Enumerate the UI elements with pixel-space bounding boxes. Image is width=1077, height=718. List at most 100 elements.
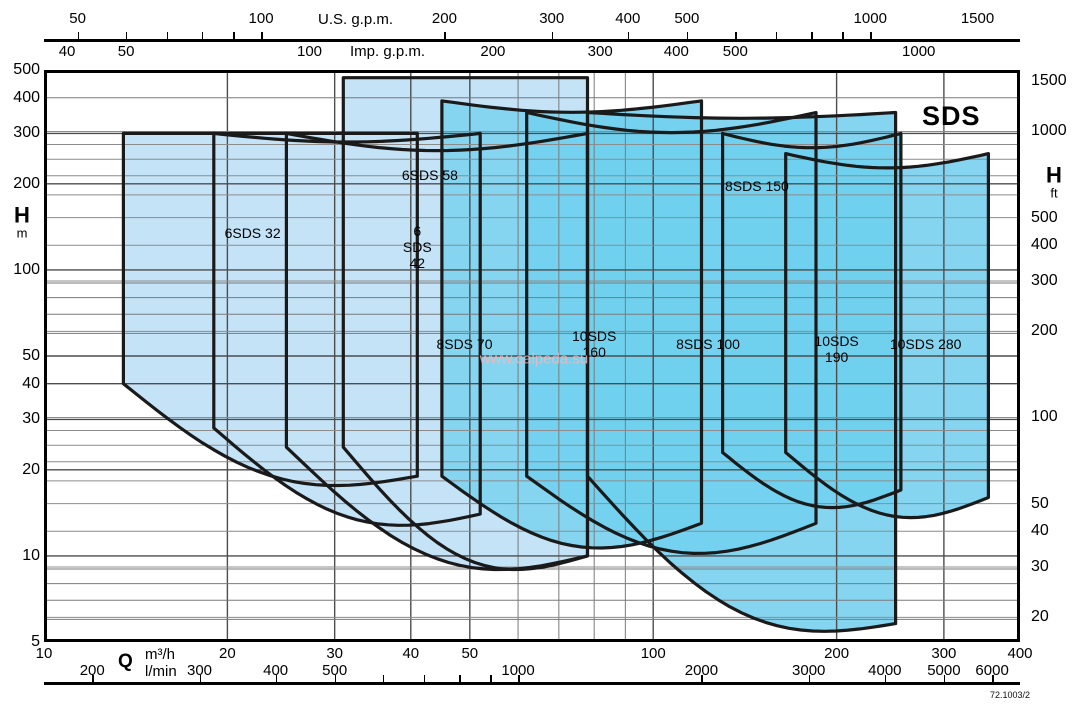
axis-tick-label: 300 <box>539 10 565 27</box>
bottom-axis-line <box>44 682 1020 685</box>
region-label-8SDS-70: 6SDS 58 <box>402 167 458 183</box>
region-label-10SDS-190: 10SDS 190 <box>814 333 858 365</box>
axis-tick-label: 1500 <box>960 10 995 27</box>
axis-tick-label: 10 <box>22 546 40 564</box>
axis-tick-label: 400 <box>263 662 289 679</box>
region-label-line: 8SDS 100 <box>676 336 740 353</box>
axis-tick-label: 400 <box>13 88 40 106</box>
axis-tick-label: 200 <box>1031 322 1058 340</box>
region-label-8SDS-150: 8SDS 100 <box>676 336 740 352</box>
axis-tick-label: 1000 <box>853 10 887 27</box>
axis-tick-label: 500 <box>1031 208 1058 226</box>
axis-tick <box>992 675 994 682</box>
axis-tick-label: 20 <box>1031 608 1049 626</box>
axis-tick <box>551 32 554 39</box>
region-label-line: 6SDS 32 <box>224 224 281 241</box>
axis-tick <box>261 32 263 39</box>
axis-tick-label: 40 <box>58 43 76 60</box>
axis-tick <box>627 32 630 39</box>
axis-tick <box>77 32 80 39</box>
left-axis-unit: H m <box>4 204 40 241</box>
curve-10SDS-280 <box>784 152 990 520</box>
axis-tick <box>811 32 813 39</box>
axis-tick-label: 500 <box>13 61 40 78</box>
top-axis-imp-gpm-label: Imp. g.p.m. <box>350 43 426 60</box>
chart-title: SDS <box>922 101 981 131</box>
top-axis-line <box>44 39 1020 42</box>
axis-tick-label: 2000 <box>684 662 719 679</box>
envelope-outlines <box>121 76 990 633</box>
document-code: 72.1003/2 <box>990 690 1031 700</box>
axis-tick-label: 500 <box>322 662 348 679</box>
region-label-line: 10SDS <box>814 332 859 349</box>
axis-tick <box>92 675 94 682</box>
bottom-axis-q-symbol: Q <box>118 651 133 672</box>
axis-tick <box>125 32 128 39</box>
axis-tick-label: 5000 <box>927 662 961 679</box>
right-axis-symbol: H <box>1046 162 1062 188</box>
axis-tick <box>518 675 520 682</box>
region-label-line: 10SDS 280 <box>889 336 962 353</box>
axis-tick <box>166 32 169 39</box>
axis-tick-label: 30 <box>326 645 343 662</box>
axis-tick-label: 500 <box>722 43 748 60</box>
axis-tick <box>943 675 946 682</box>
region-label-line: 8SDS 70 <box>436 336 493 353</box>
region-label-line: 42 <box>409 255 426 272</box>
axis-tick-label: 50 <box>22 347 40 364</box>
axis-tick <box>444 32 446 39</box>
axis-tick-label: 300 <box>931 645 957 662</box>
axis-tick-label: 40 <box>402 645 420 662</box>
axis-tick-label: 100 <box>248 10 274 27</box>
axis-tick-label: 40 <box>22 374 40 392</box>
bottom-axis-lmin-label: l/min <box>145 663 177 680</box>
axis-tick-label: 5 <box>31 633 40 650</box>
region-label-6SDS-32: 6SDS 32 <box>225 225 281 241</box>
axis-tick-label: 100 <box>1031 408 1058 426</box>
axis-tick <box>870 32 872 39</box>
region-label-line: 6 <box>413 223 422 240</box>
left-axis-symbol: H <box>14 202 30 228</box>
axis-tick-label: 1000 <box>501 662 535 679</box>
axis-tick-label: 40 <box>1031 522 1049 540</box>
axis-tick-label: 100 <box>13 260 40 278</box>
axis-tick <box>842 32 844 39</box>
curve-6SDS-42 <box>212 131 482 527</box>
plot-area <box>44 70 1020 642</box>
axis-tick-label: 50 <box>461 645 479 662</box>
region-label-line: SDS <box>402 239 432 256</box>
axis-tick-label: 1000 <box>902 43 936 60</box>
region-label-line: 190 <box>824 348 849 365</box>
axis-tick-label: 30 <box>1031 558 1049 576</box>
axis-tick <box>735 32 737 39</box>
axis-tick <box>459 675 461 682</box>
axis-tick-label: 200 <box>480 43 506 60</box>
axis-tick-label: 4000 <box>868 662 902 679</box>
right-axis-unit-label: ft <box>1050 185 1058 201</box>
axis-tick-label: 400 <box>1031 236 1058 254</box>
axis-tick <box>884 675 887 682</box>
axis-tick <box>233 32 235 39</box>
axis-tick-label: 300 <box>186 662 213 679</box>
axis-tick-label: 300 <box>587 43 613 60</box>
curve-10SDS-190 <box>721 131 903 510</box>
bottom-axis-m3h-label: m³/h <box>145 646 175 663</box>
region-label-line: 6SDS 58 <box>401 166 458 183</box>
axis-tick-label: 100 <box>640 645 666 662</box>
axis-tick <box>490 675 492 682</box>
axis-tick <box>275 675 278 682</box>
region-label-10SDS-160: 8SDS 150 <box>725 178 789 194</box>
watermark: www.calpeda.su <box>479 350 589 368</box>
curve-8SDS-70 <box>341 76 590 572</box>
left-axis-unit-label: m <box>16 225 28 241</box>
right-axis-unit: H ft <box>1034 164 1074 201</box>
axis-tick <box>382 675 385 682</box>
axis-tick-label: 400 <box>1007 645 1033 662</box>
axis-tick <box>199 675 201 682</box>
axis-tick <box>775 32 778 39</box>
region-label-6SDS-58: 8SDS 70 <box>436 336 492 352</box>
axis-tick-label: 50 <box>117 43 135 60</box>
axis-tick-label: 100 <box>296 43 323 60</box>
curve-8SDS-150 <box>525 110 818 555</box>
